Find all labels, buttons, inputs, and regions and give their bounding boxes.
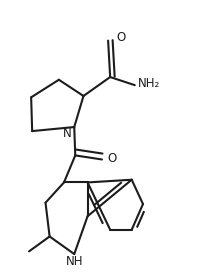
Text: NH: NH [66, 255, 83, 268]
Text: NH₂: NH₂ [138, 77, 160, 90]
Text: N: N [63, 127, 71, 140]
Text: O: O [116, 31, 125, 44]
Text: O: O [107, 152, 116, 165]
